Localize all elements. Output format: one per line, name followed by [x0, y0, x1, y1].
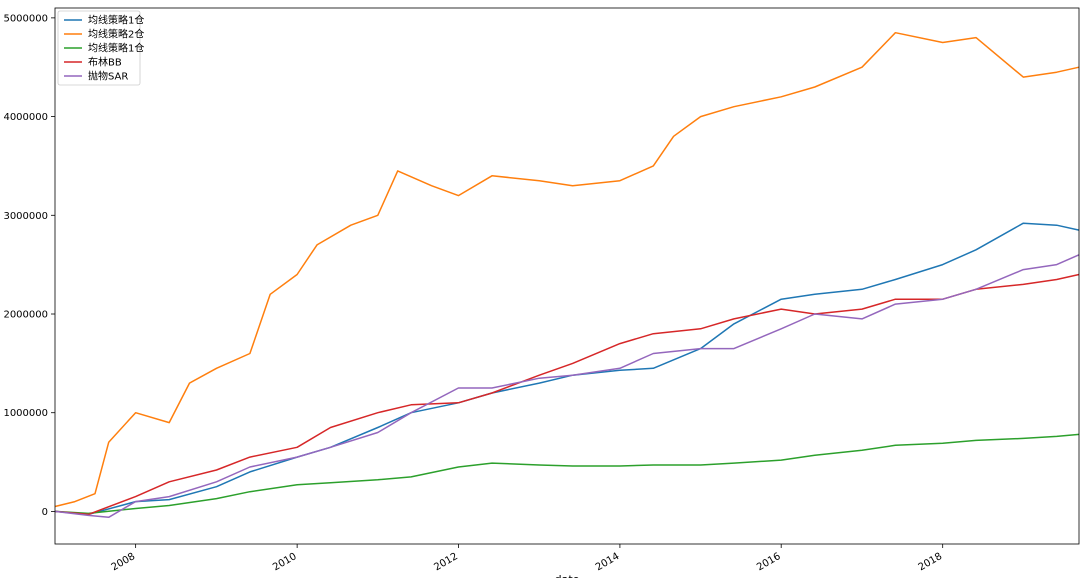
plot-frame — [54, 7, 1080, 545]
series-layer — [54, 31, 1080, 519]
legend-label-5: 抛物SAR — [88, 70, 128, 83]
y-tick-label: 5000000 — [3, 13, 48, 24]
x-tick-label: 2014 — [594, 551, 622, 573]
legend-label-4: 布林BB — [88, 56, 122, 69]
y-tick-label: 1000000 — [3, 408, 48, 419]
y-tick-label: 4000000 — [3, 112, 48, 123]
x-axis-title: date — [555, 573, 580, 578]
plot-area — [55, 8, 1079, 544]
series-line-3 — [54, 433, 1080, 515]
legend-box — [57, 10, 141, 86]
y-tick-label: 2000000 — [3, 310, 48, 321]
x-tick-label: 2018 — [917, 551, 945, 573]
legend-label-3: 均线策略1仓 — [88, 42, 144, 55]
legend-label-1: 均线策略1仓 — [88, 14, 144, 27]
y-axis: 0 1000000 2000000 3000000 4000000 5000000 — [3, 13, 55, 518]
series-line-4 — [54, 273, 1080, 516]
legend-label-2: 均线策略2仓 — [88, 28, 144, 41]
x-tick-label: 2008 — [110, 551, 138, 573]
x-axis: 2008 2010 2012 2014 2016 2018 — [110, 544, 945, 573]
series-line-5 — [54, 254, 1080, 519]
y-tick-label: 3000000 — [3, 211, 48, 222]
x-tick-label: 2012 — [432, 551, 460, 573]
x-tick-label: 2010 — [271, 551, 299, 573]
series-line-2 — [54, 31, 1080, 508]
y-tick-label: 0 — [42, 507, 48, 518]
x-tick-label: 2016 — [755, 551, 783, 573]
